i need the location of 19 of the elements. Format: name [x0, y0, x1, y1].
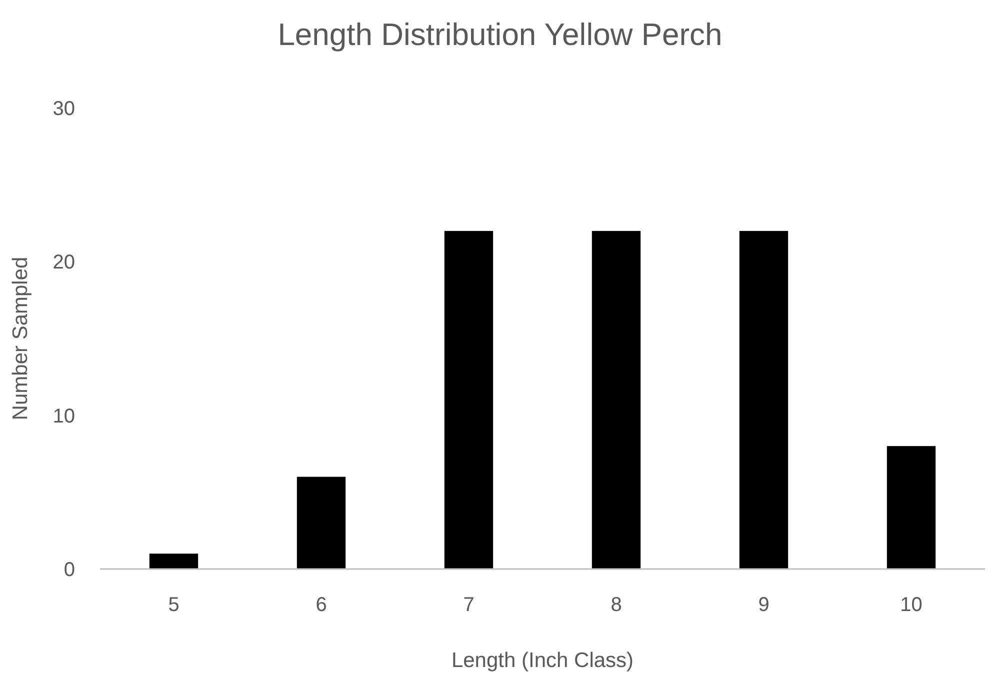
x-tick-label: 6 [316, 594, 327, 616]
y-axis-title: Number Sampled [9, 256, 32, 420]
y-tick-label: 30 [52, 98, 75, 120]
y-tick-label: 10 [52, 405, 75, 428]
chart-title: Length Distribution Yellow Perch [278, 17, 722, 52]
x-axis-title: Length (Inch Class) [451, 649, 634, 672]
y-tick-label: 0 [64, 559, 75, 581]
x-tick-label: 10 [900, 594, 922, 616]
x-tick-label: 5 [168, 594, 180, 616]
x-tick-label: 7 [463, 594, 474, 616]
x-tick-label: 9 [758, 594, 770, 616]
bar [296, 476, 346, 569]
bar [592, 230, 641, 569]
bar [886, 446, 936, 569]
bar [444, 230, 494, 569]
x-tick-label: 8 [610, 594, 622, 616]
bar [739, 230, 788, 569]
y-tick-label: 20 [52, 252, 75, 274]
bar [149, 554, 198, 569]
